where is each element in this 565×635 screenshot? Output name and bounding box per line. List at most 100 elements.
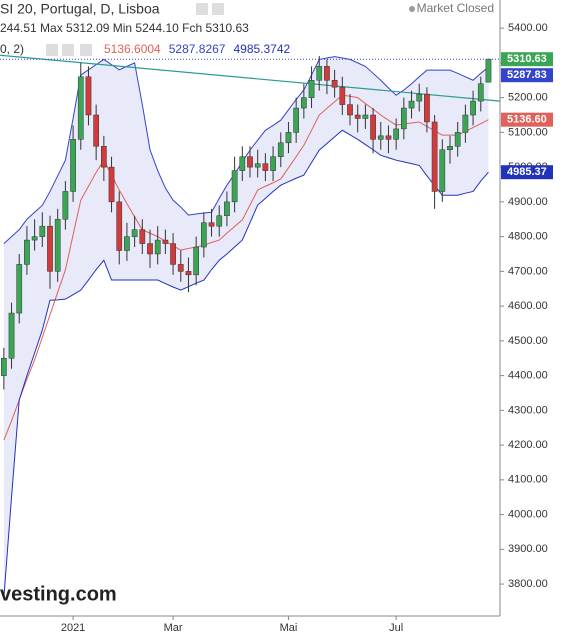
indicator-value: 4985.3742 bbox=[233, 42, 290, 56]
candle-body bbox=[185, 271, 192, 276]
candle-body bbox=[462, 114, 469, 133]
band-line bbox=[3, 56, 489, 244]
price-tag-label: 4985.37 bbox=[507, 166, 547, 178]
price-tag bbox=[501, 68, 553, 83]
candle-body bbox=[293, 107, 300, 133]
candle-body bbox=[147, 243, 153, 255]
candle-body bbox=[47, 225, 53, 272]
candle-body bbox=[224, 201, 230, 217]
candle-body bbox=[408, 100, 415, 109]
candle-body bbox=[193, 246, 200, 276]
candle-body bbox=[354, 114, 361, 119]
candle-body bbox=[324, 66, 330, 81]
close-icon[interactable] bbox=[80, 44, 92, 56]
candle-body bbox=[116, 201, 123, 251]
candle-body bbox=[85, 76, 92, 116]
candle-body bbox=[124, 236, 130, 251]
candle-body bbox=[208, 222, 215, 227]
price-tag-label: 5310.63 bbox=[507, 53, 547, 65]
candle-body bbox=[377, 135, 384, 140]
candle-body bbox=[239, 156, 246, 171]
y-tick-label: 4800.00 bbox=[508, 231, 548, 243]
candle-body bbox=[477, 83, 484, 102]
candle-body bbox=[424, 93, 430, 123]
band-line bbox=[3, 129, 489, 599]
candle-body bbox=[439, 149, 446, 192]
indicator-value: 5136.6004 bbox=[104, 42, 161, 56]
candle-body bbox=[108, 166, 115, 203]
plot-area bbox=[0, 54, 501, 599]
y-tick-label: 5400.00 bbox=[508, 22, 548, 34]
candle-body bbox=[347, 104, 353, 116]
candle-body bbox=[54, 218, 61, 272]
candle-body bbox=[170, 243, 176, 265]
price-tag-label: 5287.83 bbox=[507, 69, 547, 81]
candle-body bbox=[431, 121, 438, 192]
y-tick-label: 5100.00 bbox=[508, 126, 548, 138]
y-tick-label: 4300.00 bbox=[508, 404, 548, 416]
price-tag bbox=[501, 112, 553, 127]
candle-body bbox=[393, 128, 400, 140]
status-dot bbox=[409, 6, 415, 12]
watermark: vesting.com bbox=[0, 583, 117, 605]
candle-body bbox=[300, 97, 307, 109]
candle-body bbox=[270, 156, 276, 171]
candle-body bbox=[231, 170, 238, 203]
candle-body bbox=[139, 229, 146, 244]
candle-body bbox=[8, 312, 15, 359]
icon[interactable] bbox=[212, 3, 224, 15]
icon[interactable] bbox=[46, 44, 58, 56]
y-tick-label: 3800.00 bbox=[508, 578, 548, 590]
price-tag-label: 5136.60 bbox=[507, 114, 547, 126]
candle-body bbox=[0, 357, 7, 376]
candle-body bbox=[339, 86, 346, 105]
x-tick-label: Jul bbox=[389, 622, 403, 634]
candle-body bbox=[16, 264, 23, 314]
candle-body bbox=[70, 139, 76, 192]
y-tick-label: 4000.00 bbox=[508, 508, 548, 520]
candle-body bbox=[154, 239, 161, 255]
y-tick-label: 4500.00 bbox=[508, 335, 548, 347]
candle-body bbox=[370, 114, 376, 140]
candle-body bbox=[385, 135, 392, 140]
candle-body bbox=[216, 215, 223, 227]
price-tag bbox=[501, 52, 553, 67]
candle-body bbox=[39, 225, 46, 237]
trendline bbox=[0, 54, 501, 102]
x-tick-label: Mar bbox=[164, 622, 183, 634]
y-tick-label: 4600.00 bbox=[508, 300, 548, 312]
candle-body bbox=[62, 191, 69, 220]
price-tag bbox=[501, 165, 553, 180]
candle-body bbox=[362, 114, 369, 119]
y-tick-label: 4700.00 bbox=[508, 265, 548, 277]
candle-body bbox=[31, 236, 38, 241]
x-tick-label: Mai bbox=[280, 622, 298, 634]
chart-title: SI 20, Portugal, D, Lisboa bbox=[0, 1, 160, 17]
icon[interactable] bbox=[62, 44, 74, 56]
candle-body bbox=[331, 80, 338, 88]
band-line bbox=[3, 94, 489, 441]
candle-body bbox=[470, 100, 476, 116]
candle-body bbox=[100, 146, 107, 168]
candle-body bbox=[400, 107, 407, 130]
indicator-value: 5287.8267 bbox=[169, 42, 226, 56]
y-tick-label: 4200.00 bbox=[508, 439, 548, 451]
candle-body bbox=[24, 239, 30, 265]
ohlc-legend: 244.51 Max 5312.09 Min 5244.10 Fch 5310.… bbox=[0, 21, 249, 35]
candle-body bbox=[162, 239, 169, 244]
candle-body bbox=[416, 93, 423, 102]
candle-body bbox=[308, 80, 315, 98]
candle-body bbox=[262, 163, 269, 171]
candle-body bbox=[485, 58, 492, 83]
icon[interactable] bbox=[196, 3, 208, 15]
market-status: Market Closed bbox=[417, 1, 494, 15]
y-tick-label: 3900.00 bbox=[508, 543, 548, 555]
candle-body bbox=[131, 229, 138, 237]
band-fill bbox=[3, 56, 489, 598]
candle-body bbox=[200, 222, 207, 248]
candle-body bbox=[447, 146, 453, 151]
candle-body bbox=[177, 264, 184, 272]
candle-body bbox=[77, 76, 84, 140]
x-tick-label: 2021 bbox=[61, 622, 85, 634]
